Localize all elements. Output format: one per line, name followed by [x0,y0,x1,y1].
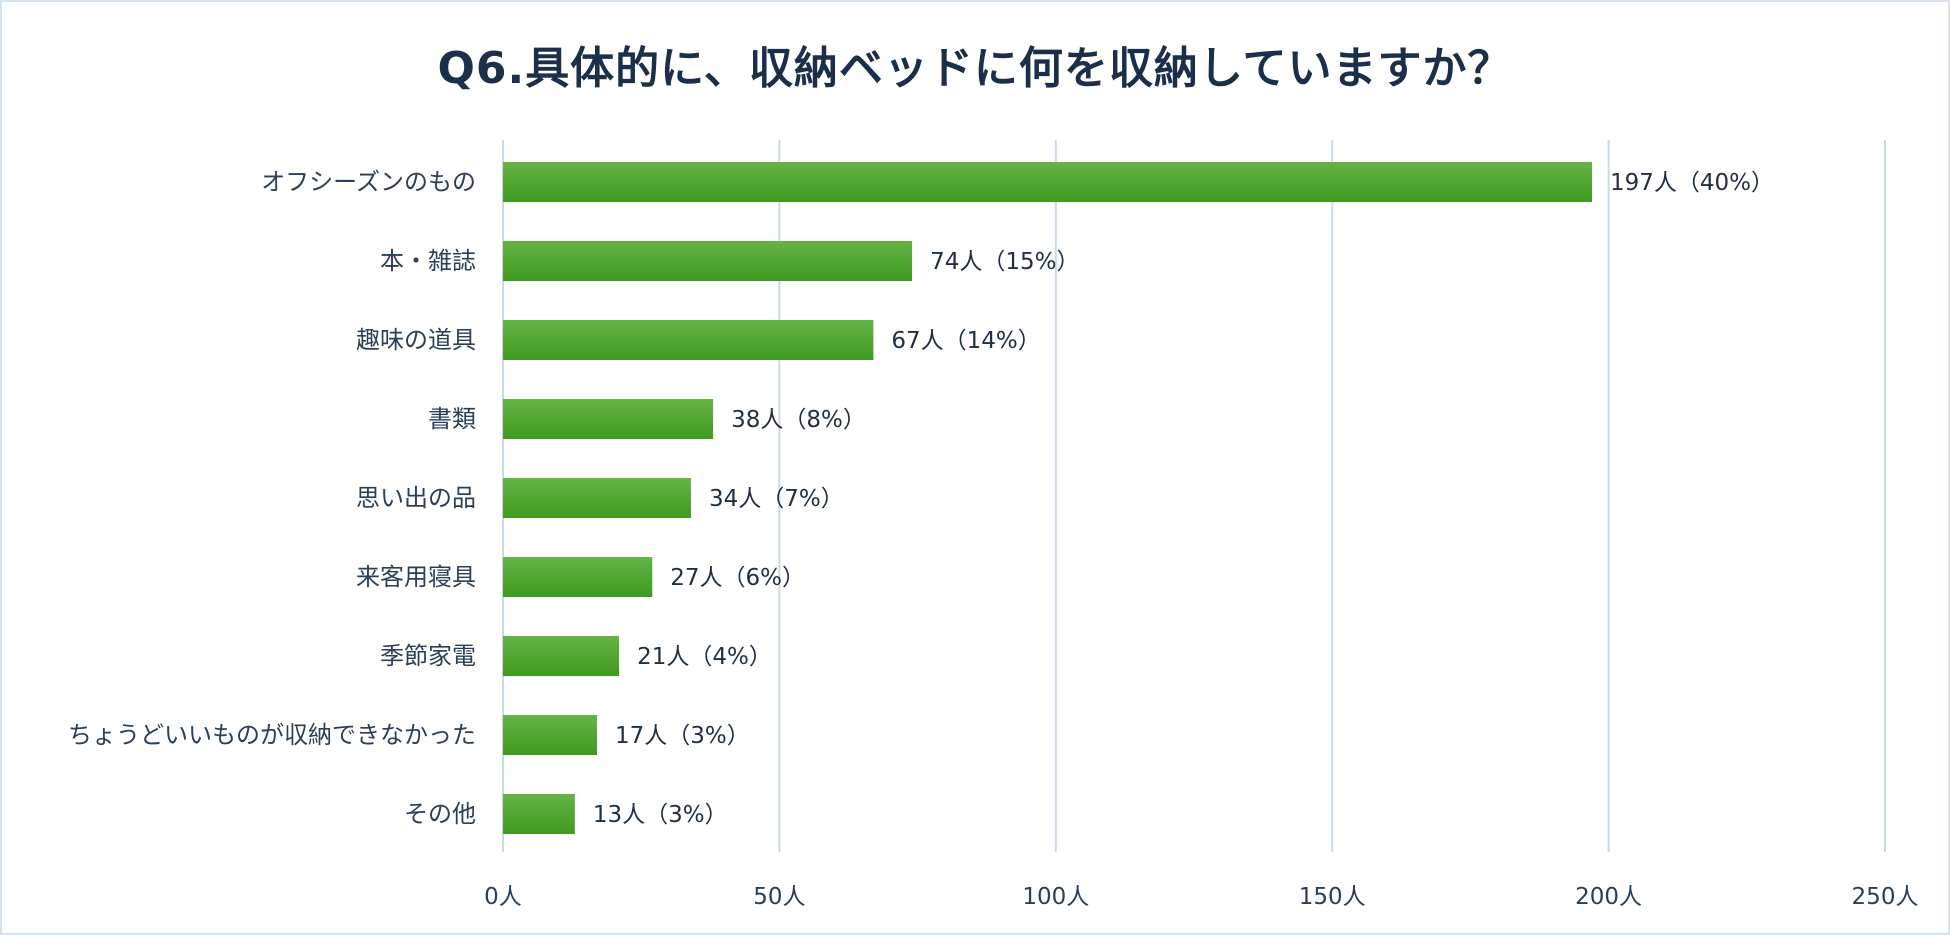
bar [503,557,653,597]
data-label: 38人（8%） [731,407,866,433]
bar [503,636,620,676]
category-label: 来客用寝具 [356,563,476,591]
data-label: 27人（6%） [670,565,805,591]
x-tick-label: 50人 [753,884,805,910]
category-label: その他 [404,800,476,828]
bar [503,715,597,755]
data-label: 74人（15%） [930,249,1079,275]
data-label: 197人（40%） [1610,170,1774,196]
data-label: 67人（14%） [891,328,1040,354]
labels: 0人 50人 100人 150人 200人 250人 オフシーズンのもの 197人（40%） 本… [68,168,1918,910]
bar [503,320,874,360]
x-tick-label: 0人 [484,884,522,910]
x-tick-label: 250人 [1852,884,1919,910]
chart-title: Q6.具体的に、収納ベッドに何を収納していますか？ [437,43,1513,94]
category-label: 趣味の道具 [356,326,476,354]
bar [503,162,1593,202]
category-label: 本・雑誌 [380,247,476,275]
data-label: 34人（7%） [709,486,844,512]
bar [503,399,714,439]
bar [503,241,913,281]
x-tick-label: 100人 [1022,884,1089,910]
category-label: 思い出の品 [356,484,476,512]
x-tick-label: 200人 [1575,884,1642,910]
x-tick-label: 150人 [1299,884,1366,910]
bar [503,794,575,834]
category-label: 書類 [428,405,476,433]
data-label: 17人（3%） [615,723,750,749]
category-label: ちょうどいいものが収納できなかった [68,721,476,749]
data-label: 13人（3%） [593,802,728,828]
bar [503,478,691,518]
bars [503,162,1593,834]
data-label: 21人（4%） [637,644,772,670]
category-label: オフシーズンのもの [261,168,476,196]
category-label: 季節家電 [380,642,476,670]
